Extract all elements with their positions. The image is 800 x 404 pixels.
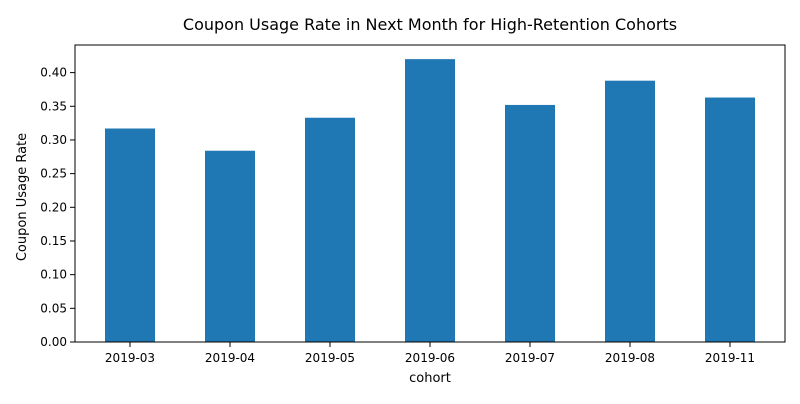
y-tick-label: 0.40 bbox=[40, 66, 67, 80]
y-tick-label: 0.10 bbox=[40, 268, 67, 282]
x-tick-label: 2019-08 bbox=[605, 351, 655, 365]
x-tick-label: 2019-06 bbox=[405, 351, 455, 365]
y-axis-label: Coupon Usage Rate bbox=[15, 133, 30, 261]
x-tick-label: 2019-11 bbox=[705, 351, 755, 365]
y-tick-label: 0.30 bbox=[40, 133, 67, 147]
y-tick-label: 0.25 bbox=[40, 167, 67, 181]
bar-2019-03 bbox=[105, 128, 155, 342]
y-tick-label: 0.35 bbox=[40, 99, 67, 113]
x-axis-label: cohort bbox=[409, 371, 451, 386]
x-tick-label: 2019-05 bbox=[305, 351, 355, 365]
bar-2019-11 bbox=[705, 97, 755, 342]
bar-2019-05 bbox=[305, 117, 355, 342]
y-tick-label: 0.15 bbox=[40, 234, 67, 248]
chart-title: Coupon Usage Rate in Next Month for High… bbox=[183, 15, 677, 34]
x-tick-label: 2019-03 bbox=[105, 351, 155, 365]
bar-2019-07 bbox=[505, 104, 555, 342]
bar-2019-06 bbox=[405, 59, 455, 343]
bar-2019-04 bbox=[205, 150, 255, 342]
x-tick-label: 2019-04 bbox=[205, 351, 255, 365]
y-tick-label: 0.05 bbox=[40, 301, 67, 315]
y-tick-label: 0.20 bbox=[40, 200, 67, 214]
bar-2019-08 bbox=[605, 80, 655, 342]
y-tick-label: 0.00 bbox=[40, 335, 67, 349]
x-tick-label: 2019-07 bbox=[505, 351, 555, 365]
plot-frame bbox=[74, 44, 786, 343]
